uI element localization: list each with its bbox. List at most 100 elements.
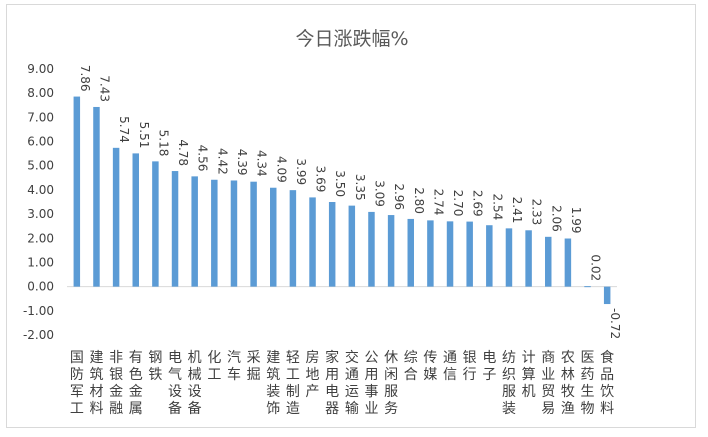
x-category-label: 农林牧渔	[561, 350, 575, 417]
bar	[211, 179, 218, 287]
x-category-label: 建筑装饰	[266, 350, 280, 417]
bar	[564, 238, 572, 287]
x-category-label: 非银金融	[109, 350, 123, 417]
y-tick-label: 2.00	[27, 231, 54, 245]
bar	[603, 286, 611, 305]
x-category-label: 有色金属	[129, 350, 143, 417]
y-tick-label: 5.00	[27, 159, 54, 173]
data-label: 4.78	[176, 139, 190, 166]
chart-title: 今日涨跌幅%	[295, 28, 408, 50]
x-category-label: 机械设备	[188, 350, 202, 417]
data-label: 2.80	[412, 187, 426, 214]
y-tick-label: -2.00	[23, 328, 54, 342]
x-category-label: 商业贸易	[541, 350, 555, 417]
bar	[289, 190, 297, 287]
x-category-label: 公用事业	[364, 350, 378, 417]
bar	[171, 171, 179, 287]
bar-chart: 今日涨跌幅% 9.00 8.00 7.00 6.00 5.00 4.00 3.00 2.00 1…	[23, 28, 622, 417]
data-label: 4.56	[196, 145, 210, 172]
data-label: 4.34	[255, 150, 269, 177]
x-category-label: 通信	[443, 350, 457, 383]
x-category-label: 家用电器	[325, 349, 339, 417]
x-category-label: 电气设备	[168, 350, 182, 417]
x-category-label: 纺织服装	[502, 350, 516, 417]
bar	[427, 220, 434, 287]
x-category-label: 国防军工	[70, 350, 84, 417]
data-label: 1.99	[569, 207, 583, 234]
bar	[584, 286, 591, 288]
data-label: 2.96	[392, 183, 406, 210]
x-category-label: 计算机	[522, 350, 536, 400]
bar	[309, 197, 316, 287]
y-axis: 9.00 8.00 7.00 6.00 5.00 4.00 3.00 2.00 1.00 0.00…	[23, 62, 617, 342]
data-labels: 7.86 7.43 5.74 5.51 5.18 4.78 4.56 4.42 4.39 4.34…	[78, 65, 622, 339]
bar	[486, 225, 493, 287]
bar	[525, 230, 532, 287]
data-label: 3.99	[294, 158, 308, 185]
bar	[387, 215, 395, 287]
data-label: -0.72	[608, 308, 622, 339]
bar	[348, 205, 356, 287]
bar	[545, 236, 552, 287]
bar	[93, 106, 100, 287]
bars	[73, 96, 611, 305]
x-category-label: 银行	[463, 350, 477, 383]
data-label: 2.69	[471, 190, 485, 217]
data-label: 2.06	[549, 205, 563, 232]
x-category-label: 化工	[207, 350, 221, 383]
y-tick-label: 1.00	[27, 255, 54, 269]
bar	[230, 180, 238, 287]
data-label: 3.69	[314, 166, 328, 193]
data-label: 4.09	[274, 156, 288, 183]
x-axis-categories: 国防军工建筑材料非银金融有色金属钢铁电气设备机械设备化工汽车采掘建筑装饰轻工制造…	[70, 349, 614, 417]
x-category-label: 食品饮料	[600, 349, 614, 417]
bar	[132, 153, 139, 287]
data-label: 4.39	[235, 149, 249, 176]
bar	[446, 221, 454, 287]
x-category-label: 休闲服务	[384, 350, 398, 417]
data-label: 2.74	[431, 189, 445, 216]
x-category-label: 医药生物	[581, 350, 595, 417]
y-tick-label: 9.00	[27, 62, 54, 76]
bar	[250, 181, 257, 287]
y-tick-label: 7.00	[27, 110, 54, 124]
x-category-label: 交通运输	[345, 349, 359, 417]
bar	[152, 161, 159, 287]
x-category-label: 传媒	[423, 350, 437, 383]
bar	[368, 211, 375, 287]
x-category-label: 电子	[482, 350, 496, 383]
data-label: 2.41	[510, 197, 524, 224]
x-category-label: 综合	[404, 350, 418, 383]
bar	[407, 218, 414, 287]
data-label: 2.70	[451, 190, 465, 217]
bar	[505, 228, 513, 287]
data-label: 2.54	[490, 193, 504, 220]
bar	[73, 96, 81, 287]
bar	[466, 221, 473, 287]
x-category-label: 钢铁	[148, 350, 162, 383]
x-category-label: 采掘	[247, 350, 261, 383]
bar	[270, 187, 277, 287]
y-tick-label: 6.00	[27, 135, 54, 149]
x-category-label: 房地产	[306, 350, 320, 400]
data-label: 5.18	[156, 130, 170, 157]
y-tick-label: 8.00	[27, 86, 54, 100]
data-label: 0.02	[589, 254, 603, 281]
data-label: 3.35	[353, 174, 367, 201]
data-label: 5.74	[117, 116, 131, 143]
data-label: 4.42	[215, 148, 229, 175]
data-label: 2.33	[530, 199, 544, 226]
y-tick-label: 4.00	[27, 183, 54, 197]
bar	[328, 202, 336, 287]
y-tick-label: -1.00	[23, 304, 54, 318]
data-label: 3.09	[372, 180, 386, 207]
data-label: 3.50	[333, 170, 347, 197]
y-tick-label: 3.00	[27, 207, 54, 221]
bar	[112, 147, 120, 287]
data-label: 5.51	[137, 122, 151, 149]
bar	[191, 176, 198, 287]
x-category-label: 轻工制造	[286, 350, 300, 417]
data-label: 7.43	[97, 75, 111, 102]
y-tick-label: 0.00	[27, 280, 54, 294]
data-label: 7.86	[78, 65, 92, 92]
